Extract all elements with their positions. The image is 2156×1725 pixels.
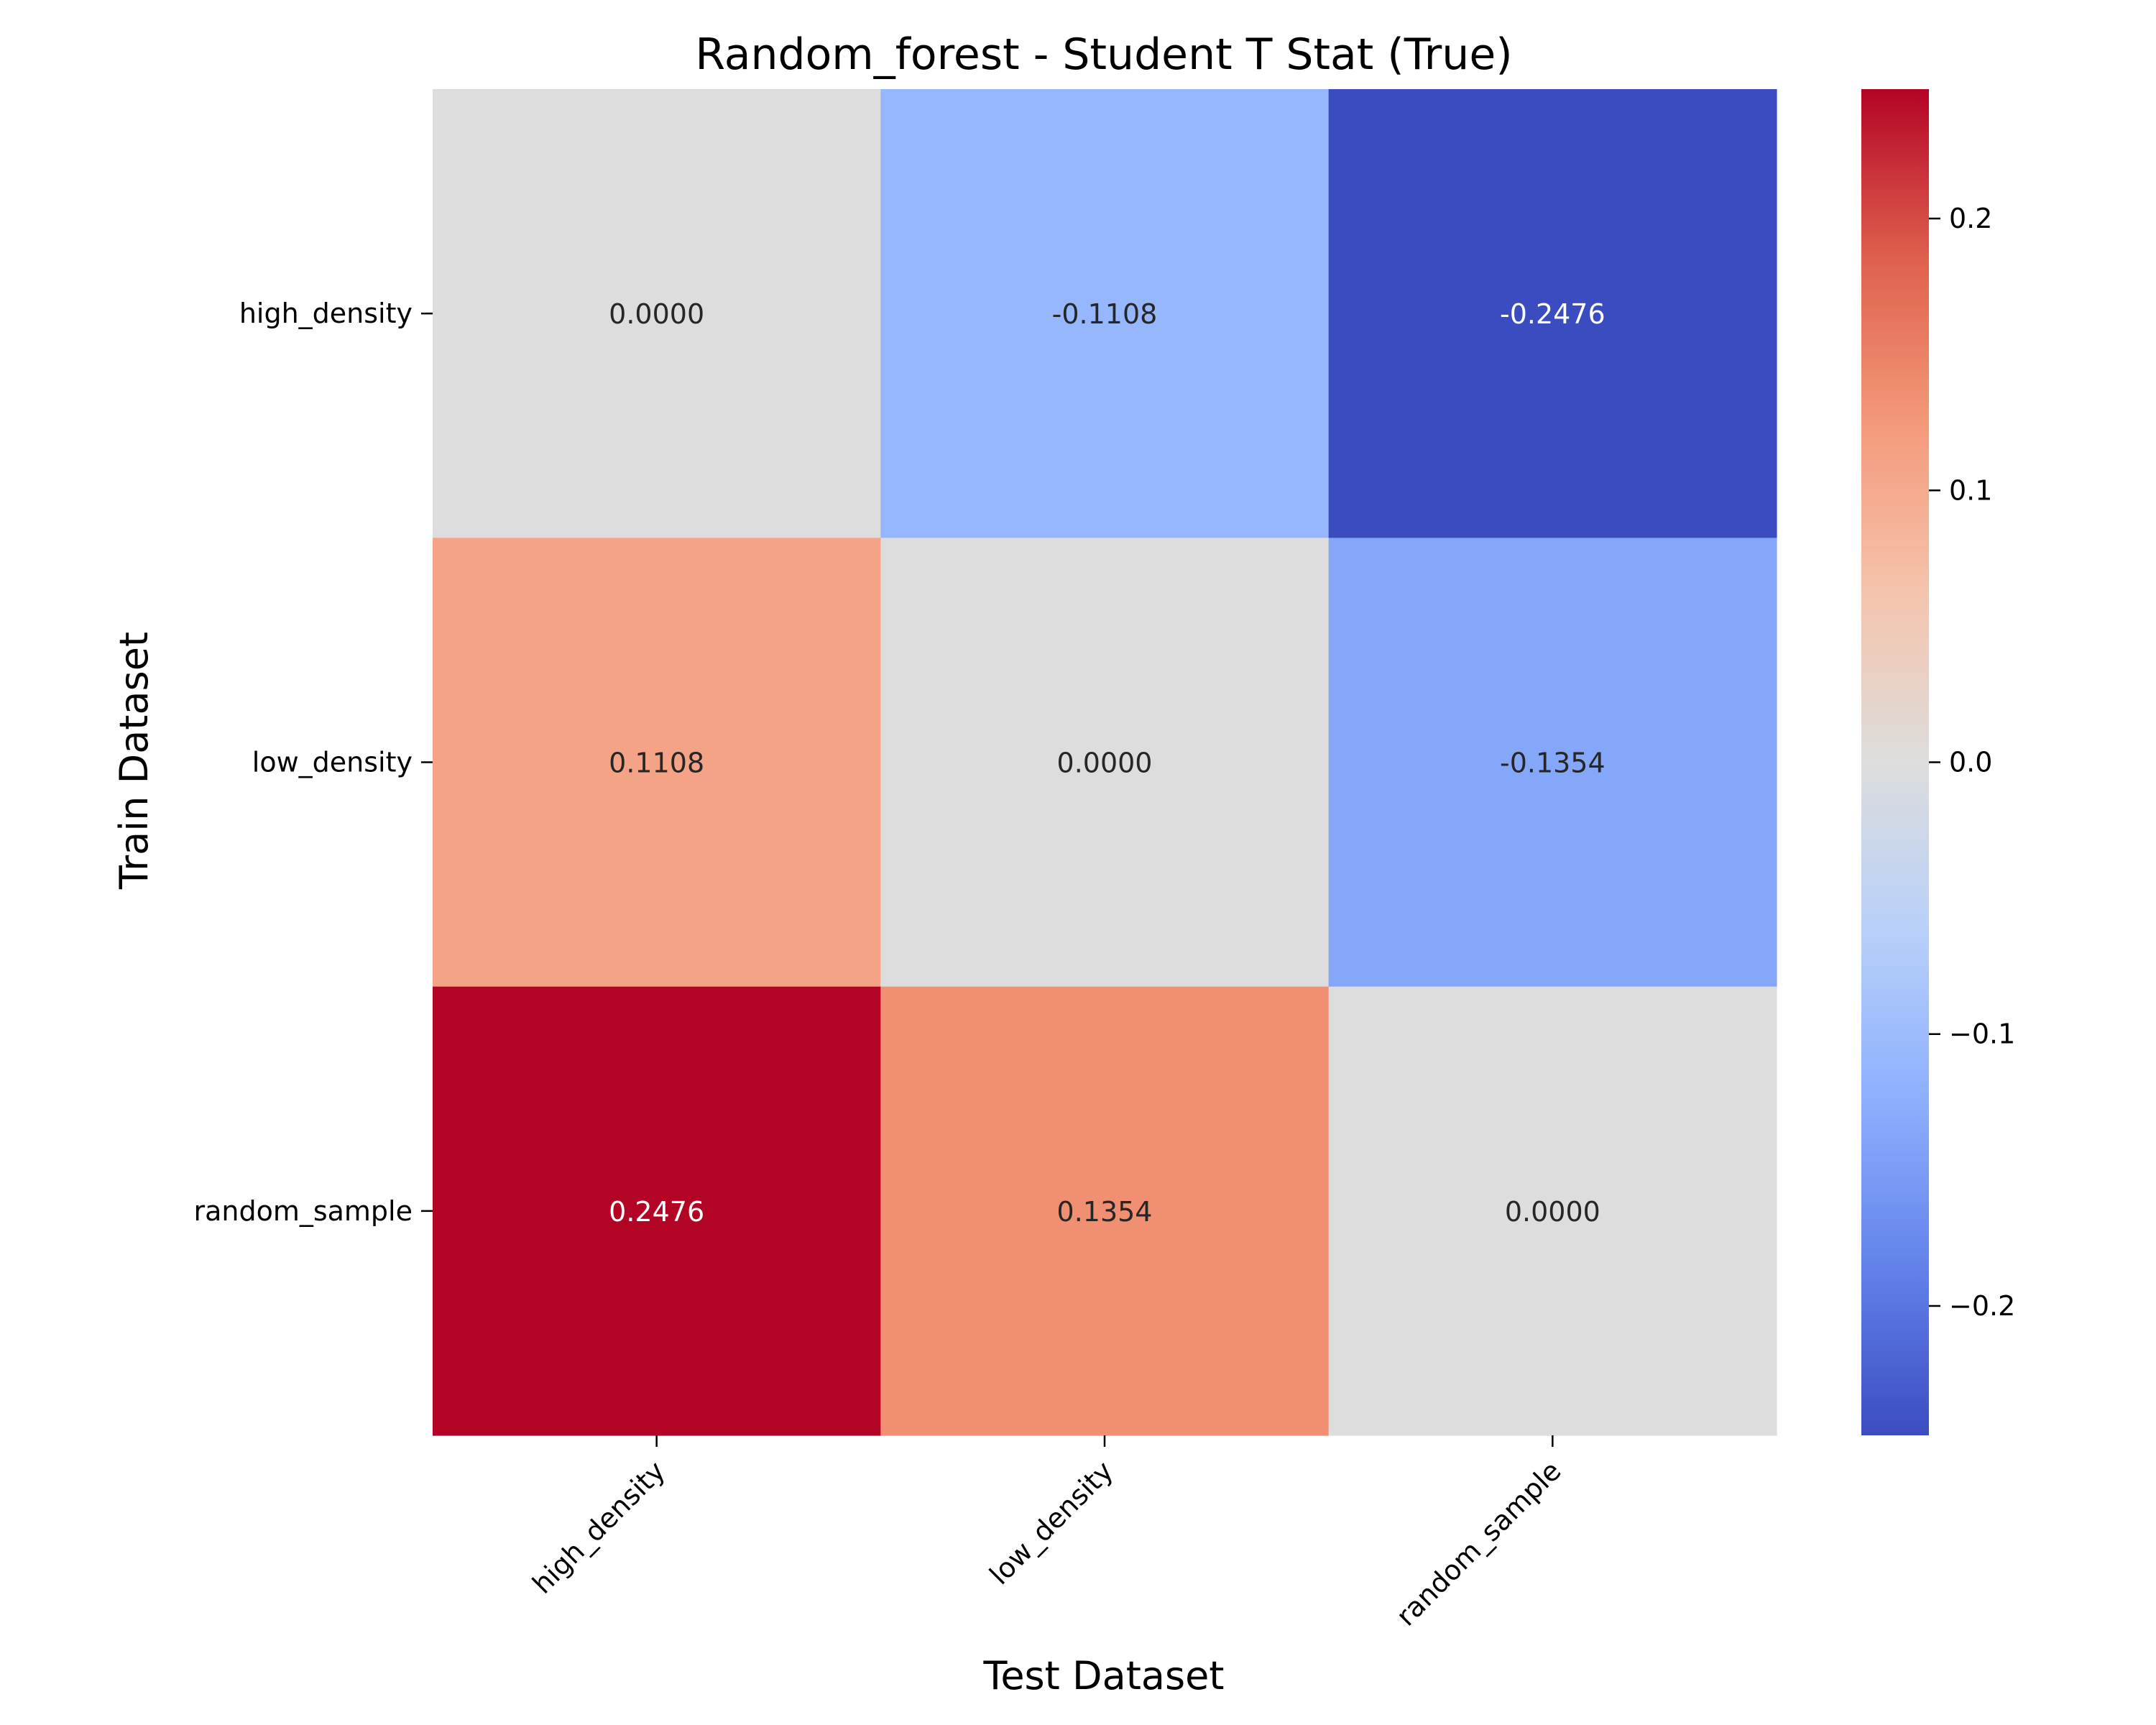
heatmap-cell-label: 0.0000 [1057, 748, 1153, 779]
heatmap-cell [1328, 538, 1777, 988]
heatmap-cell [433, 89, 881, 538]
colorbar-tick-label: 0.2 [1949, 203, 1992, 234]
y-axis-label: Train Dataset [111, 632, 157, 890]
y-tick-label: high_density [239, 298, 413, 329]
chart-title: Random_forest - Student T Stat (True) [695, 29, 1512, 80]
heatmap-cell-label: 0.0000 [1505, 1196, 1600, 1228]
x-axis-label: Test Dataset [983, 1653, 1225, 1698]
heatmap-cells [433, 89, 1777, 1436]
heatmap-cell [1328, 89, 1777, 538]
heatmap-cell-label: -0.1108 [1052, 298, 1158, 330]
heatmap-cell-label: 0.1108 [609, 748, 704, 779]
y-axis: high_density low_density random_sample [193, 298, 433, 1227]
heatmap-cell-label: -0.1354 [1500, 748, 1606, 779]
colorbar-tick-label: −0.1 [1949, 1018, 2015, 1050]
colorbar-gradient [1861, 89, 1929, 1435]
heatmap-cell [880, 538, 1330, 988]
colorbar-tick-label: −0.2 [1949, 1290, 2015, 1322]
colorbar-tick-label: 0.1 [1949, 474, 1992, 506]
heatmap-cell-label: 0.0000 [609, 298, 704, 330]
heatmap-cell [1328, 986, 1777, 1436]
heatmap-cell-labels: 0.0000 -0.1108 -0.2476 0.1108 0.0000 -0.1354 0… [609, 298, 1605, 1228]
heatmap-cell-label: -0.2476 [1500, 298, 1606, 330]
heatmap-cell-label: 0.2476 [609, 1196, 704, 1228]
y-tick-label: low_density [252, 747, 413, 778]
colorbar-tick-label: 0.0 [1949, 747, 1992, 778]
heatmap-cell [433, 538, 881, 988]
heatmap-cell [433, 986, 881, 1436]
colorbar: 0.2 0.1 0.0 −0.1 −0.2 [1861, 89, 2015, 1435]
heatmap-cell-label: 0.1354 [1057, 1196, 1153, 1228]
heatmap-cell [880, 89, 1330, 538]
y-tick-label: random_sample [193, 1195, 413, 1227]
heatmap-cell [880, 986, 1330, 1436]
